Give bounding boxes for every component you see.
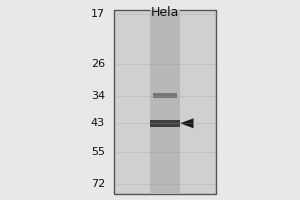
Bar [114, 10, 216, 194]
Text: 55: 55 [91, 147, 105, 157]
Bar [150, 10, 180, 194]
Text: 72: 72 [91, 179, 105, 189]
Text: 34: 34 [91, 91, 105, 101]
Text: 26: 26 [91, 59, 105, 69]
Text: 43: 43 [91, 118, 105, 128]
Polygon shape [180, 118, 194, 128]
Bar [153, 93, 177, 98]
Text: 17: 17 [91, 9, 105, 19]
Bar [150, 120, 180, 127]
Text: Hela: Hela [151, 6, 179, 19]
